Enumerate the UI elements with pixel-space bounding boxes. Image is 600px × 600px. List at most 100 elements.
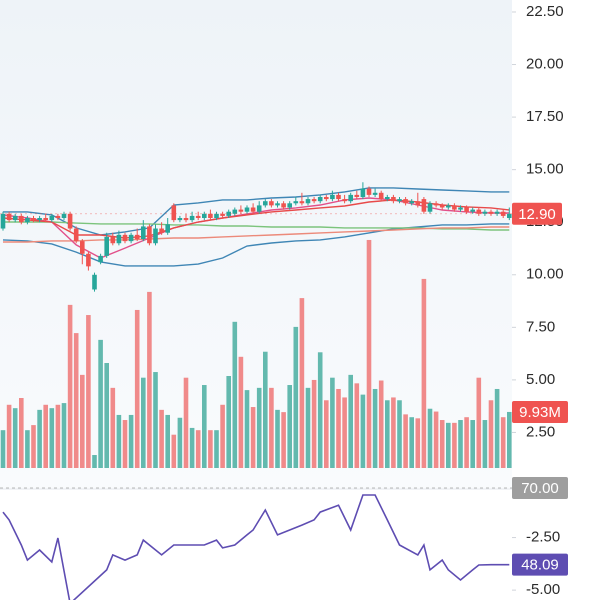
volume-bar xyxy=(409,417,414,468)
candle-body xyxy=(67,213,73,229)
candle-body xyxy=(238,209,244,212)
candle-body xyxy=(324,196,329,200)
candle-body xyxy=(43,218,48,221)
volume-bar xyxy=(220,404,225,468)
rsi-last-tag xyxy=(512,553,568,576)
volume-bar xyxy=(299,298,305,468)
candle-body xyxy=(256,205,262,212)
volume-bar xyxy=(244,390,250,468)
candle-body xyxy=(263,201,268,206)
candle-body xyxy=(464,207,469,212)
candle-body xyxy=(452,205,457,210)
candle-body xyxy=(244,207,250,212)
candle-body xyxy=(134,234,140,240)
volume-bar xyxy=(110,387,116,468)
volume-bar xyxy=(348,374,353,468)
rsi-pane-background xyxy=(0,489,600,600)
candle-body xyxy=(104,236,109,256)
volume-bar xyxy=(372,388,378,468)
y-tick-label: -2.50 xyxy=(526,529,560,546)
volume-bar xyxy=(324,400,329,468)
y-tick-label: 17.50 xyxy=(526,108,564,125)
volume-bar xyxy=(0,430,6,468)
volume-bar xyxy=(25,430,30,468)
volume-bar xyxy=(12,408,18,468)
indicator-line xyxy=(3,187,510,236)
volume-bar xyxy=(165,414,170,468)
candle-body xyxy=(86,253,91,267)
volume-bar xyxy=(98,339,103,468)
volume-bar xyxy=(452,422,457,468)
volume-bar xyxy=(281,412,286,468)
volume-bar xyxy=(263,351,268,468)
rsi-line xyxy=(2,494,510,600)
volume-bar xyxy=(415,418,421,468)
candle-body xyxy=(433,203,439,206)
volume-bar xyxy=(446,422,451,468)
volume-bar xyxy=(61,403,67,468)
volume-bar xyxy=(49,408,55,468)
last-volume-label: 9.93M xyxy=(519,404,561,421)
candle-body xyxy=(305,199,311,204)
candle-body xyxy=(293,201,299,204)
volume-bar xyxy=(464,417,469,468)
volume-bar xyxy=(397,400,402,468)
candle-body xyxy=(299,201,305,204)
candle-body xyxy=(348,194,353,202)
candle-body xyxy=(171,205,177,221)
candle-body xyxy=(330,194,335,200)
volume-bar xyxy=(330,377,335,468)
candle-body xyxy=(122,234,128,242)
candle-body xyxy=(494,211,500,214)
candle-body xyxy=(488,211,494,214)
volume-bar xyxy=(214,430,219,468)
volume-bar xyxy=(202,385,207,468)
volume-bar xyxy=(482,420,488,468)
rsi-last-label: 48.09 xyxy=(521,557,559,574)
candle-body xyxy=(482,211,488,214)
candle-body xyxy=(195,215,201,219)
volume-bar xyxy=(336,388,341,468)
candle-body xyxy=(61,213,67,219)
y-tick-label: 15.00 xyxy=(526,161,564,178)
volume-bar xyxy=(275,409,280,468)
candle-body xyxy=(354,194,360,197)
candle-body xyxy=(226,211,231,216)
volume-bar xyxy=(311,379,317,468)
volume-bar xyxy=(391,397,396,468)
candle-body xyxy=(208,213,213,219)
candle-body xyxy=(439,205,445,208)
candle-body xyxy=(415,201,421,206)
candle-body xyxy=(128,234,134,242)
volume-bar xyxy=(116,414,122,468)
y-tick-label: 22.50 xyxy=(526,3,564,20)
candle-body xyxy=(202,213,207,219)
volume-bar xyxy=(360,394,366,468)
volume-bar xyxy=(226,375,231,468)
y-tick-label: 20.00 xyxy=(526,56,564,73)
volume-bar xyxy=(507,411,512,468)
candle-body xyxy=(31,218,36,221)
volume-bar xyxy=(43,404,48,468)
volume-bar xyxy=(104,363,109,468)
candle-body xyxy=(372,192,378,195)
candle-body xyxy=(165,224,170,233)
candle-body xyxy=(378,192,384,200)
volume-bar xyxy=(6,404,12,468)
candle-body xyxy=(73,228,79,242)
volume-bar xyxy=(19,398,24,468)
candle-body xyxy=(458,207,463,210)
volume-bar xyxy=(195,430,201,468)
candle-body xyxy=(232,209,238,214)
volume-bar xyxy=(494,388,500,468)
volume-bar xyxy=(293,326,299,468)
candle-body xyxy=(421,199,427,212)
volume-bar xyxy=(92,455,97,468)
candle-body xyxy=(49,215,55,221)
volume-bar xyxy=(31,425,36,468)
volume-bar xyxy=(37,409,42,468)
volume-bar xyxy=(256,387,262,468)
candle-body xyxy=(500,211,506,216)
volume-bar xyxy=(385,400,390,468)
